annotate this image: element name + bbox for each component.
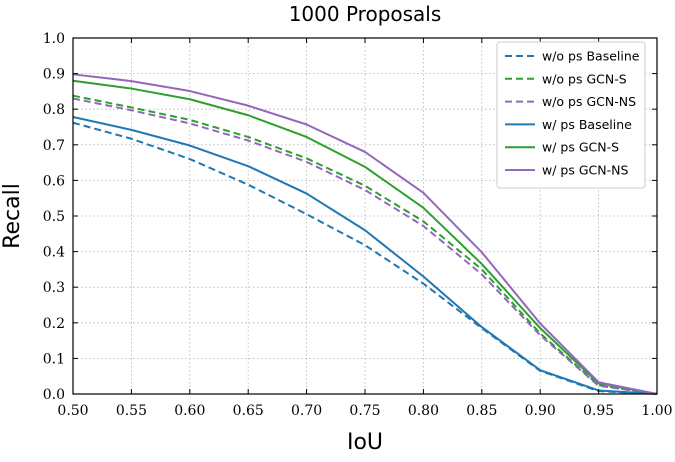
x-tick-label: 0.50 xyxy=(57,403,88,419)
legend-label-w-o-ps-gcn-ns: w/o ps GCN-NS xyxy=(542,94,636,109)
x-tick-label: 0.85 xyxy=(466,403,497,419)
y-tick-label: 0.5 xyxy=(43,209,65,225)
axis-ticks xyxy=(72,37,658,395)
y-tick-label: 0.0 xyxy=(43,387,65,403)
series-line-w-ps-baseline xyxy=(72,116,658,395)
x-tick-label: 0.75 xyxy=(349,403,380,419)
legend-label-w-ps-gcn-s: w/ ps GCN-S xyxy=(542,140,619,155)
legend-label-w-ps-baseline: w/ ps Baseline xyxy=(542,117,632,132)
y-tick-label: 0.6 xyxy=(43,173,65,189)
x-tick-label: 0.65 xyxy=(233,403,264,419)
x-tick-label: 0.90 xyxy=(525,403,556,419)
x-tick-label: 0.80 xyxy=(408,403,439,419)
legend-label-w-o-ps-baseline: w/o ps Baseline xyxy=(542,49,640,64)
y-tick-label: 0.3 xyxy=(43,280,65,296)
series-line-w-ps-gcn-s xyxy=(72,79,658,395)
y-tick-label: 0.8 xyxy=(43,102,65,118)
y-axis-label: Recall xyxy=(0,183,25,249)
x-tick-label: 0.60 xyxy=(174,403,205,419)
series-line-w-o-ps-gcn-ns xyxy=(72,97,658,395)
y-tick-label: 0.9 xyxy=(43,67,65,83)
y-tick-label: 1.0 xyxy=(43,31,65,47)
x-tick-label: 1.00 xyxy=(641,403,672,419)
x-axis-label: IoU xyxy=(347,430,383,455)
legend: w/o ps Baseline w/o ps GCN-S w/o ps GCN-NS… xyxy=(496,41,646,189)
series-line-w-ps-gcn-ns xyxy=(72,73,658,395)
y-tick-label: 0.4 xyxy=(43,245,65,261)
y-tick-label: 0.2 xyxy=(43,316,65,332)
legend-label-w-o-ps-gcn-s: w/o ps GCN-S xyxy=(542,71,627,86)
y-tick-label: 0.7 xyxy=(43,138,65,154)
x-tick-label: 0.95 xyxy=(583,403,614,419)
x-tick-label: 0.55 xyxy=(116,403,147,419)
y-tick-label: 0.1 xyxy=(43,351,65,367)
x-tick-label: 0.70 xyxy=(291,403,322,419)
series-lines xyxy=(72,73,658,395)
grid xyxy=(73,38,657,394)
series-line-w-o-ps-gcn-s xyxy=(72,94,658,395)
legend-label-w-ps-gcn-ns: w/ ps GCN-NS xyxy=(542,163,628,178)
x-tick-labels: 0.50 0.55 0.60 0.65 0.70 0.75 0.80 0.85 0.90 0.95… xyxy=(57,403,672,419)
chart-title: 1000 Proposals xyxy=(289,2,442,26)
y-tick-labels: 0.0 0.1 0.2 0.3 0.4 0.5 0.6 0.7 0.8 0.9 1.0 xyxy=(43,31,65,403)
